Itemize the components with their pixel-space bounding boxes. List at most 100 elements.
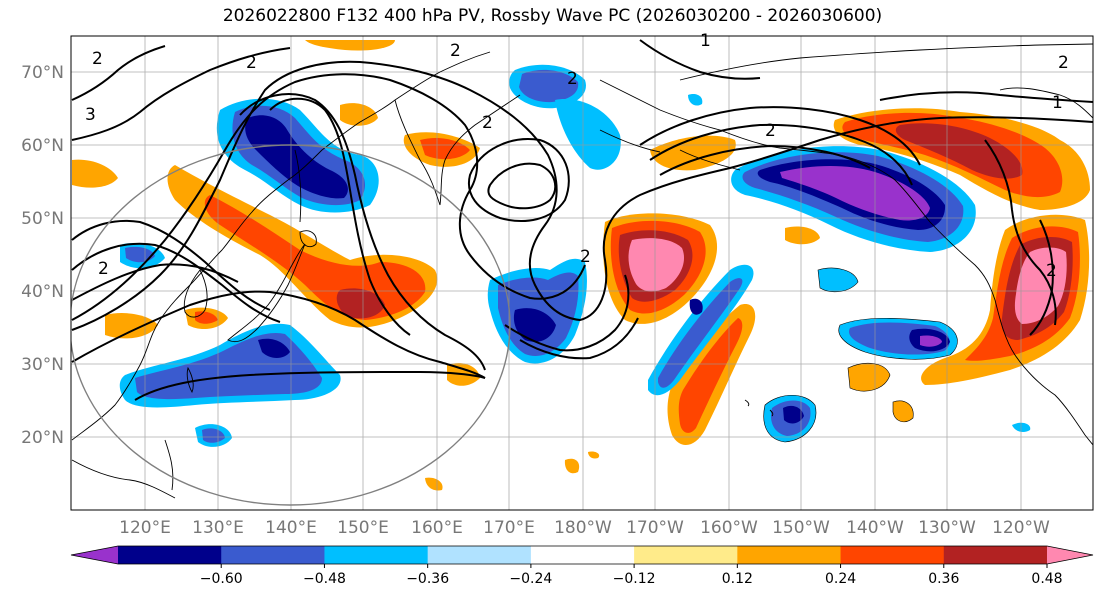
graticule [71, 36, 1093, 510]
colorbar-tick-label: 0.24 [825, 571, 856, 587]
contour-label: 2 [765, 121, 776, 141]
contour-label: 2 [450, 41, 461, 61]
contour-pv-2-b [71, 73, 586, 321]
contour-pv-2-east-b [1029, 219, 1054, 336]
contour-label: 2 [98, 259, 109, 279]
contour-label: 2 [580, 247, 591, 267]
contour-pv-1-east [879, 91, 1093, 103]
contour-label: 1 [700, 31, 711, 51]
lon-label: 160°E [411, 518, 463, 538]
contour-label: 2 [567, 69, 578, 89]
colorbar-bin [221, 546, 325, 564]
contour-labels: 2 2 2 2 2 2 2 2 2 1 1 3 2 [85, 31, 1069, 281]
coastlines [71, 43, 1093, 499]
colorbar-tick-label: −0.24 [509, 571, 552, 587]
colorbar-tick-label: −0.60 [200, 571, 243, 587]
contour-pv-2-trough-west [239, 93, 486, 371]
colorbar-tick-label: −0.48 [303, 571, 346, 587]
lon-label: 140°E [265, 518, 317, 538]
lon-label: 140°W [846, 518, 904, 538]
contour-pv-northwest-b [71, 45, 166, 101]
coastline-north-america [994, 299, 1093, 446]
colorbar-tick-label: 0.36 [928, 571, 959, 587]
contour-label: 2 [246, 53, 257, 73]
lon-label: 150°W [772, 518, 830, 538]
coastline-japan [227, 243, 306, 343]
contour-pv-north-pacific-arc [639, 39, 761, 80]
lat-label: 20°N [21, 428, 64, 448]
contour-pv-1-west-b [71, 242, 281, 323]
latitude-labels: 70°N 60°N 50°N 40°N 30°N 20°N [21, 63, 64, 448]
lon-label: 130°E [192, 518, 244, 538]
anomaly-outlines [763, 267, 958, 443]
coastline-arctic [679, 43, 1093, 81]
contour-label: 2 [92, 49, 103, 69]
colorbar-outline [70, 545, 1094, 565]
contour-pv-ridge-alaska-b [649, 123, 913, 186]
contour-pv-ridge-alaska [639, 106, 921, 166]
lon-label: 150°E [337, 518, 389, 538]
lon-label: 170°W [626, 518, 684, 538]
contour-pv-northwest [71, 47, 291, 141]
lon-label: 120°E [119, 518, 171, 538]
contour-label: 3 [85, 105, 96, 125]
coastline-kamchatka [394, 94, 521, 206]
lat-label: 50°N [21, 209, 64, 229]
colorbar-bin [943, 546, 1048, 564]
coastline-philippines [164, 439, 174, 491]
lon-label: 170°E [483, 518, 535, 538]
contour-pv-lower-jet [71, 290, 486, 379]
contour-pv-2-east [984, 139, 1057, 326]
contour-pv-3-trough [269, 97, 411, 336]
lat-label: 70°N [21, 63, 64, 83]
colorbar: −0.60 −0.48 −0.36 −0.24 −0.12 0.12 0.24 0.36 0.4… [70, 545, 1094, 587]
contour-pv-lower-closure [134, 370, 486, 401]
contour-pv-2-west-c [71, 263, 239, 301]
contour-label: 2 [482, 113, 493, 133]
lat-label: 60°N [21, 136, 64, 156]
coastline-china-south [71, 459, 176, 499]
lon-label: 120°W [992, 518, 1050, 538]
contour-pv-3-ring-b [467, 138, 570, 222]
contour-label: 2 [1058, 53, 1069, 73]
coastline-hawaii [744, 399, 774, 417]
colorbar-bin [118, 546, 222, 564]
contour-pv-3-ring [487, 162, 557, 210]
lon-label: 160°W [700, 518, 758, 538]
contour-pv-central-pacific-b [519, 317, 639, 360]
contour-pv-ridge-alaska-c [659, 144, 871, 176]
coastline-aleutians [599, 129, 741, 171]
coastline-hudson [999, 87, 1093, 119]
lat-label: 30°N [21, 355, 64, 375]
colorbar-tick-label: −0.36 [406, 571, 449, 587]
contour-pv-central-pacific-a [504, 274, 630, 352]
colorbar-bin [530, 546, 635, 564]
colorbar-bin [324, 546, 429, 564]
colorbar-bin [737, 546, 842, 564]
lon-label: 180°W [554, 518, 612, 538]
pv-anomaly-shading [72, 40, 1090, 491]
contour-pv-2-main [71, 60, 1093, 331]
map-frame [70, 35, 1094, 511]
contour-pv-1-west [71, 219, 271, 311]
coastline-taiwan [186, 366, 194, 394]
colorbar-tick-label: 0.48 [1031, 571, 1062, 587]
colorbar-bin [840, 546, 945, 564]
contour-label: 2 [1046, 261, 1057, 281]
longitude-labels: 120°E 130°E 140°E 150°E 160°E 170°E 180°… [119, 518, 1050, 538]
coastline-korea [183, 269, 208, 318]
pv-contours [71, 39, 1093, 401]
colorbar-tick-label: 0.12 [722, 571, 753, 587]
colorbar-extend-max [1047, 546, 1093, 564]
lon-label: 130°W [918, 518, 976, 538]
colorbar-bin [427, 546, 532, 564]
highlight-circle [71, 144, 511, 506]
map-title: 2026022800 F132 400 hPa PV, Rossby Wave … [222, 6, 883, 26]
contour-label: 1 [1052, 93, 1063, 113]
lat-label: 40°N [21, 282, 64, 302]
colorbar-tick-label: −0.12 [613, 571, 656, 587]
coastline-hokkaido [299, 230, 317, 248]
coastline-sakhalin [294, 149, 302, 223]
colorbar-extend-min [71, 546, 118, 564]
